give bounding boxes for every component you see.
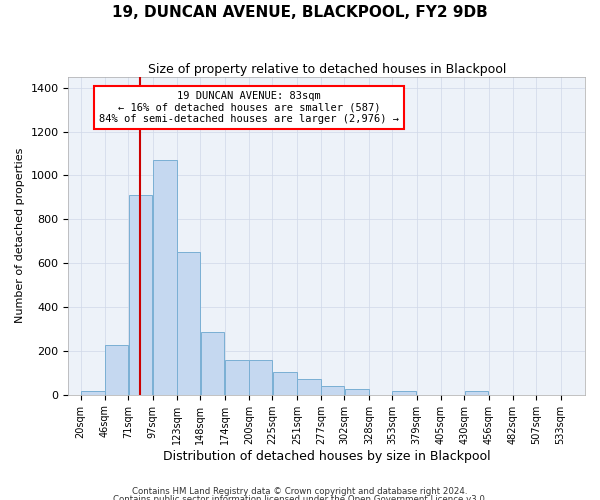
Bar xyxy=(322,386,344,394)
Text: 19, DUNCAN AVENUE, BLACKPOOL, FY2 9DB: 19, DUNCAN AVENUE, BLACKPOOL, FY2 9DB xyxy=(112,5,488,20)
Bar xyxy=(128,195,152,394)
Text: Contains public sector information licensed under the Open Government Licence v3: Contains public sector information licen… xyxy=(113,496,487,500)
Bar xyxy=(225,360,249,394)
Bar xyxy=(153,160,177,394)
Bar xyxy=(345,389,368,394)
X-axis label: Distribution of detached houses by size in Blackpool: Distribution of detached houses by size … xyxy=(163,450,491,462)
Y-axis label: Number of detached properties: Number of detached properties xyxy=(15,148,25,324)
Bar xyxy=(249,360,272,394)
Bar xyxy=(392,392,416,394)
Text: Contains HM Land Registry data © Crown copyright and database right 2024.: Contains HM Land Registry data © Crown c… xyxy=(132,487,468,496)
Bar xyxy=(272,372,296,394)
Bar xyxy=(297,380,321,394)
Title: Size of property relative to detached houses in Blackpool: Size of property relative to detached ho… xyxy=(148,62,506,76)
Text: 19 DUNCAN AVENUE: 83sqm
← 16% of detached houses are smaller (587)
84% of semi-d: 19 DUNCAN AVENUE: 83sqm ← 16% of detache… xyxy=(99,91,399,124)
Bar xyxy=(105,346,128,395)
Bar xyxy=(177,252,200,394)
Bar xyxy=(81,392,104,394)
Bar xyxy=(200,332,224,394)
Bar xyxy=(464,392,488,394)
